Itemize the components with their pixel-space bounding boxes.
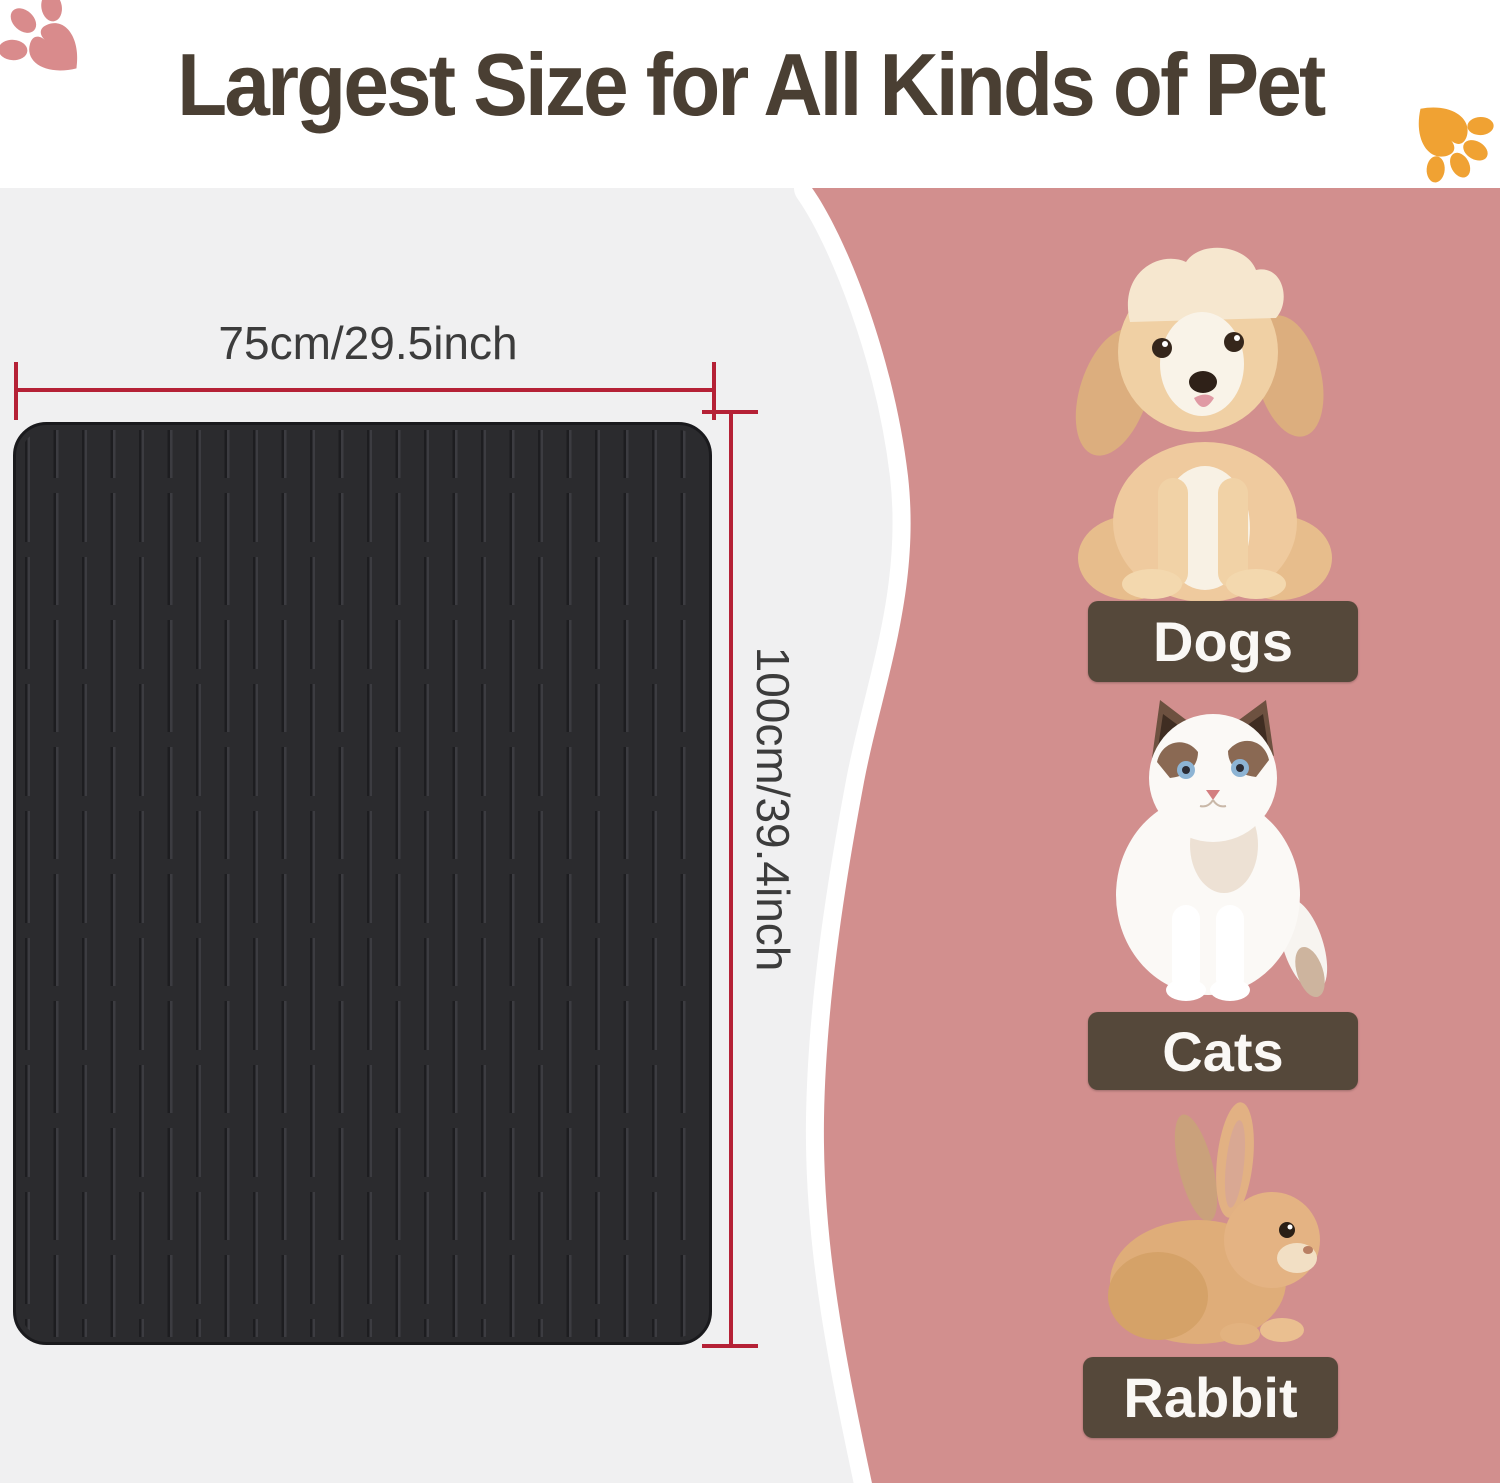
height-dimension-line: [729, 412, 733, 1348]
width-dimension-label: 75cm/29.5inch: [218, 317, 518, 369]
pet-mat-image: [13, 422, 712, 1345]
height-dimension-tick-bottom: [702, 1344, 758, 1348]
width-dimension-tick-left: [14, 362, 18, 420]
height-dimension-tick-top: [702, 410, 758, 414]
cats-label-text: Cats: [1162, 1019, 1284, 1083]
rabbit-label: Rabbit: [1083, 1357, 1338, 1438]
cats-label: Cats: [1088, 1012, 1358, 1090]
width-dimension-tick-right: [712, 362, 716, 420]
page-title: Largest Size for All Kinds of Pet: [0, 34, 1500, 136]
page-title-text: Largest Size for All Kinds of Pet: [176, 35, 1326, 134]
dogs-label: Dogs: [1088, 601, 1358, 682]
height-dimension-label: 100cm/39.4inch: [747, 646, 799, 972]
width-dimension-line: [16, 388, 716, 392]
dogs-label-text: Dogs: [1153, 610, 1293, 673]
rabbit-label-text: Rabbit: [1123, 1366, 1298, 1429]
